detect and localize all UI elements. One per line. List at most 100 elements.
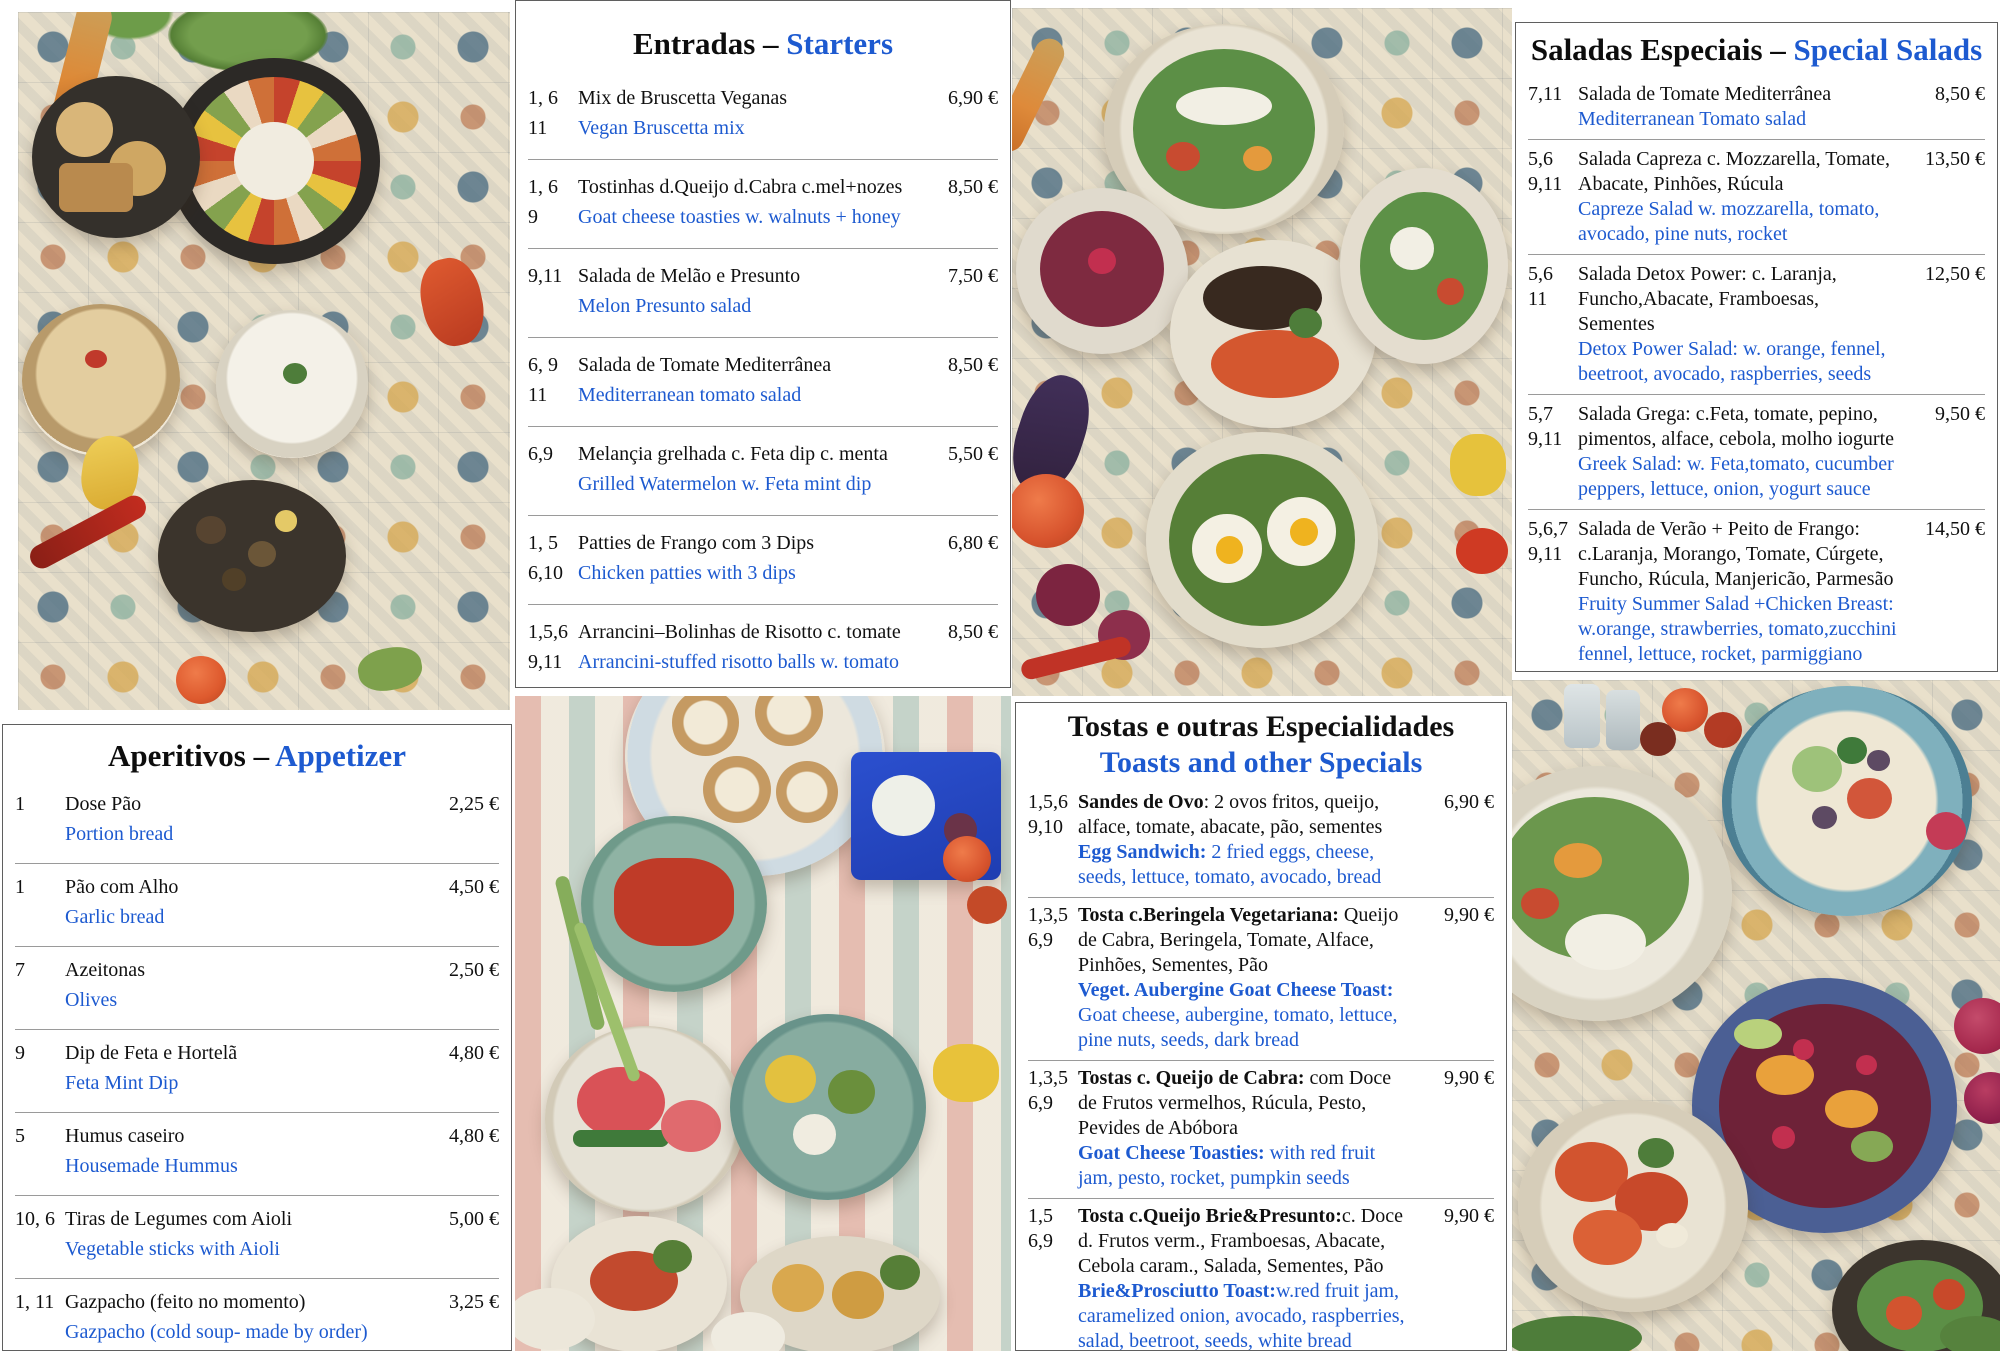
item-name: Salada Capreza c. Mozzarella, Tomate, Ab… <box>1578 147 1907 247</box>
item-name-en-rest: Vegetable sticks with Aioli <box>65 1238 280 1260</box>
item-price: 12,50 € <box>1925 263 1985 285</box>
item-name-pt-rest: Dip de Feta e Hortelã <box>65 1042 238 1064</box>
menu-item-row: 7,11 Salada de Tomate Mediterrânea Medit… <box>1528 75 1985 139</box>
toast <box>671 696 740 756</box>
yogurt-drizzle <box>1564 913 1646 970</box>
herbs <box>653 1240 692 1274</box>
starters-items: 1, 6 11 Mix de Bruscetta Veganas Vegan B… <box>528 71 998 687</box>
item-name-pt-rest: Tostinhas d.Queijo d.Cabra c.mel+nozes <box>578 176 903 198</box>
tomato-salad-plate <box>1518 1100 1748 1312</box>
olive <box>1867 750 1890 772</box>
item-name-en-rest: Garlic bread <box>65 906 165 928</box>
mint-leaf <box>1837 736 1867 765</box>
section-starters: Entradas – Starters 1, 6 11 Mix de Brusc… <box>515 0 1011 688</box>
item-price: 4,80 € <box>449 1042 499 1064</box>
grilled-veg-plate <box>730 1014 926 1200</box>
item-price: 8,50 € <box>948 354 998 376</box>
item-name-en-rest: 2 fried eggs, cheese, seeds, lettuce, to… <box>1078 841 1382 888</box>
item-name: Salada Grega: c.Feta, tomate, pepino, pi… <box>1578 402 1907 502</box>
orange-slice <box>1755 1054 1814 1096</box>
item-name-en-rest: Fruity Summer Salad +Chicken Breast: w.o… <box>1578 593 1897 665</box>
cheese-dollop <box>792 1114 836 1156</box>
tomato-slice <box>1573 1210 1643 1266</box>
item-name-en: Olives <box>65 985 413 1015</box>
item-name-pt: Gazpacho (feito no momento) <box>65 1287 413 1317</box>
menu-item-row: 7 Azeitonas Olives 2,50 € <box>15 946 499 1029</box>
pepper-flakes <box>85 349 108 368</box>
item-name: Tosta c.Beringela Vegetariana: Queijo de… <box>1078 903 1416 1053</box>
greek-salad-bowl <box>1722 686 1972 916</box>
item-name-pt: Azeitonas <box>65 955 413 985</box>
toast <box>703 756 771 824</box>
item-name-pt-rest: com Doce de Frutos vermelhos, Rúcula, Pe… <box>1078 1067 1392 1139</box>
item-price: 9,90 € <box>1444 904 1494 926</box>
section-toasts: Tostas e outras Especialidades Toasts an… <box>1015 702 1507 1351</box>
menu-item-row: 6, 9 11 Salada de Tomate Mediterrânea Me… <box>528 337 998 426</box>
item-name-en: Goat Cheese Toasties: with red fruit jam… <box>1078 1141 1408 1191</box>
item-name-en: Fruity Summer Salad +Chicken Breast: w.o… <box>1578 592 1899 667</box>
item-name-pt: Arrancini–Bolinhas de Risotto c. tomate <box>578 617 912 647</box>
item-name-pt-bold: Tosta c.Queijo Brie&Presunto: <box>1078 1205 1342 1227</box>
item-name-pt: Tiras de Legumes com Aioli <box>65 1204 413 1234</box>
item-name-en-rest: with red fruit jam, pesto, rocket, pumpk… <box>1078 1142 1376 1189</box>
item-name-en-bold: Egg Sandwich: <box>1078 841 1207 863</box>
title-pt: Entradas <box>632 26 756 61</box>
item-name-pt-rest: Patties de Frango com 3 Dips <box>578 532 815 554</box>
item-name: Tostinhas d.Queijo d.Cabra c.mel+nozes G… <box>578 172 920 232</box>
item-name-pt: Salada Detox Power: c. Laranja, Funcho,A… <box>1578 262 1899 337</box>
item-name-pt: Salada Grega: c.Feta, tomate, pepino, pi… <box>1578 402 1899 452</box>
green-pepper <box>354 642 426 696</box>
item-price: 2,25 € <box>449 793 499 815</box>
caprese-plate <box>1170 240 1376 428</box>
item-name-pt: Tosta c.Queijo Brie&Presunto:c. Doce d. … <box>1078 1204 1408 1279</box>
allergen-codes: 9,11 <box>528 265 563 287</box>
menu-item-row: 5,6 9,11 Salada Capreza c. Mozzarella, T… <box>1528 139 1985 254</box>
item-name-pt-rest: Gazpacho (feito no momento) <box>65 1291 306 1313</box>
menu-item-row: 1,5 6,9 Tosta c.Queijo Brie&Presunto:c. … <box>1028 1198 1494 1350</box>
allergen-codes: 9 <box>15 1042 25 1064</box>
item-name-pt-bold: Tostas c. Queijo de Cabra: <box>1078 1067 1305 1089</box>
grilled-squash <box>765 1054 817 1104</box>
section-salads: Saladas Especiais – Special Salads 7,11 … <box>1515 22 1998 672</box>
item-name-en: Gazpacho (cold soup- made by order) <box>65 1317 413 1347</box>
cucumber-pieces <box>1792 745 1842 792</box>
red-pepper <box>413 252 491 352</box>
item-price: 7,50 € <box>948 265 998 287</box>
basil-leaves <box>1512 1316 1642 1351</box>
beetroot <box>1036 564 1100 626</box>
item-name-en-rest: Mediterranean tomato salad <box>578 384 802 406</box>
item-name-pt: Mix de Bruscetta Veganas <box>578 83 912 113</box>
allergen-codes: 5,6,7 9,11 <box>1528 518 1568 565</box>
item-name-en-rest: Goat cheese, aubergine, tomato, lettuce,… <box>1078 1004 1398 1051</box>
item-price: 9,90 € <box>1444 1205 1494 1227</box>
tomato-slices <box>1211 330 1339 398</box>
toast <box>755 696 823 747</box>
item-name: Dip de Feta e Hortelã Feta Mint Dip <box>65 1038 421 1098</box>
item-name-en-rest: Capreze Salad w. mozzarella, tomato, avo… <box>1578 198 1880 245</box>
item-name: Salada de Melão e Presunto Melon Presunt… <box>578 261 920 321</box>
allergen-codes: 5 <box>15 1125 25 1147</box>
cracker <box>55 101 113 157</box>
appetizers-title: Aperitivos – Appetizer <box>15 725 499 775</box>
menu-item-row: 9 Dip de Feta e Hortelã Feta Mint Dip 4,… <box>15 1029 499 1112</box>
allergen-codes: 5,6 9,11 <box>1528 148 1563 195</box>
starters-title: Entradas – Starters <box>528 1 998 63</box>
item-price: 6,90 € <box>948 87 998 109</box>
item-name-en-rest: Detox Power Salad: w. orange, fennel, be… <box>1578 338 1886 385</box>
salad-greens <box>1132 49 1316 209</box>
item-name: Salada de Tomate Mediterrânea Mediterran… <box>578 350 920 410</box>
item-name-pt-rest: Dose Pão <box>65 793 142 815</box>
item-name-pt: Salada de Tomate Mediterrânea <box>578 350 912 380</box>
item-name-en: Melon Presunto salad <box>578 291 912 321</box>
item-name: Tostas c. Queijo de Cabra: com Doce de F… <box>1078 1066 1416 1191</box>
allergen-codes: 1, 6 9 <box>528 176 558 228</box>
appetizers-items: 1 Dose Pão Portion bread 2,25 € 1 Pão co… <box>15 781 499 1350</box>
item-name-en: Egg Sandwich: 2 fried eggs, cheese, seed… <box>1078 840 1408 890</box>
allergen-codes: 1 <box>15 793 25 815</box>
item-name-en-rest: Olives <box>65 989 118 1011</box>
item-name-en: Detox Power Salad: w. orange, fennel, be… <box>1578 337 1899 387</box>
item-name-en: Housemade Hummus <box>65 1151 413 1181</box>
allergen-codes: 5,6 11 <box>1528 263 1553 310</box>
salads-title: Saladas Especiais – Special Salads <box>1528 23 1985 69</box>
tomato <box>967 886 1007 924</box>
